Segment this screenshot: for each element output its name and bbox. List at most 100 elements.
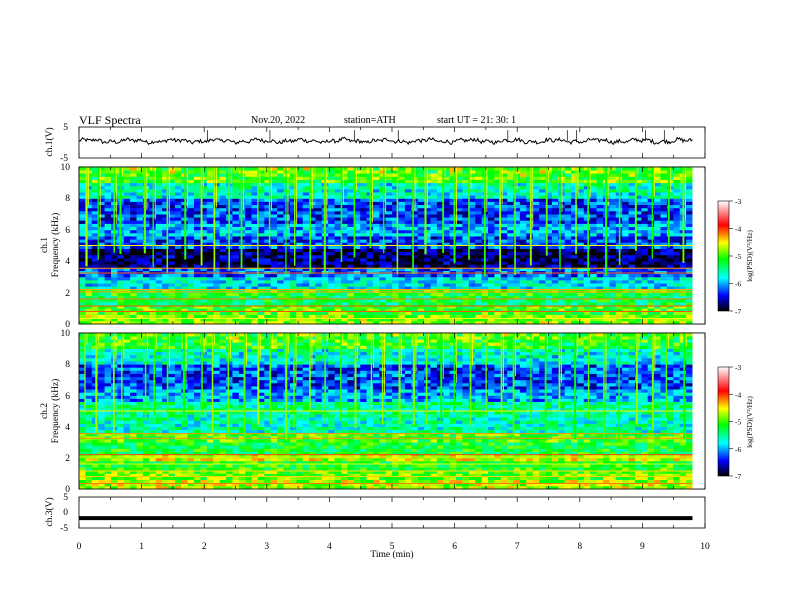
spectrogram-cell — [328, 273, 335, 278]
spectrogram-cell — [673, 283, 681, 287]
spectrogram-cell — [142, 270, 150, 275]
spectrogram-cell — [91, 195, 99, 199]
spectrogram-cell — [206, 298, 214, 303]
spectrogram-cell — [85, 276, 93, 281]
spectrogram-cell — [577, 223, 585, 227]
spectrogram-cell — [353, 308, 361, 312]
spectrogram-cell — [660, 179, 668, 184]
spectrogram-cell — [475, 302, 482, 306]
spectrogram-cell — [379, 251, 387, 256]
spectrogram-cell — [519, 317, 527, 322]
spectrogram-cell — [130, 245, 137, 249]
spectrogram-cell — [366, 283, 374, 287]
spectrogram-cell — [104, 242, 112, 246]
spectrogram-cell — [564, 204, 572, 209]
spectrogram-cell — [347, 226, 355, 231]
spectrogram-cell — [277, 276, 284, 281]
spectrogram-cell — [424, 264, 431, 268]
spectrogram-cell — [302, 292, 310, 297]
spectrogram-cell — [257, 298, 265, 303]
spectrogram-cell — [162, 201, 169, 205]
spectrogram-cell — [392, 242, 399, 246]
spectrogram-cell — [673, 320, 681, 325]
spectrogram-cell — [673, 176, 681, 180]
spectrogram-cell — [328, 198, 335, 202]
spectrogram-cell — [200, 192, 208, 196]
spectrogram-cell — [360, 283, 367, 287]
spectrogram-cell — [104, 295, 112, 300]
spectrogram-cell — [283, 239, 291, 243]
spectrogram-cell — [436, 220, 444, 224]
spectrogram-cell — [551, 242, 559, 246]
spectrogram-cell — [411, 211, 419, 215]
spectrogram-cell — [628, 264, 636, 268]
spectrogram-cell — [283, 189, 291, 193]
spectrogram-cell — [296, 226, 304, 231]
spectrogram-cell — [79, 226, 86, 231]
spectrogram-cell — [85, 280, 93, 284]
spectrogram-cell — [181, 273, 188, 278]
spectrogram-cell — [666, 302, 674, 306]
spectrogram-cell — [385, 189, 393, 193]
spectrogram-cell — [583, 176, 591, 180]
spectrogram-cell — [513, 204, 521, 209]
spectrogram-cell — [130, 258, 137, 262]
spectrogram-cell — [539, 276, 546, 281]
spectrogram-cell — [385, 308, 393, 312]
spectrogram-cell — [590, 211, 597, 215]
spectrogram-cell — [532, 283, 540, 287]
spectrogram-cell — [104, 320, 112, 325]
spectrogram-cell — [398, 317, 406, 322]
spectrogram-cell — [545, 207, 553, 212]
spectrogram-cell — [85, 229, 93, 234]
spectrogram-cell — [245, 185, 252, 190]
spectrogram-cell — [673, 311, 681, 315]
spectrogram-cell — [462, 167, 470, 171]
spectrogram-cell — [468, 314, 476, 319]
spectrogram-cell — [277, 217, 284, 221]
spectrogram-cell — [519, 286, 527, 290]
spectrogram-cell — [104, 289, 112, 293]
spectrogram-cell — [622, 226, 629, 231]
spectrogram-cell — [187, 245, 195, 249]
spectrogram-cell — [309, 207, 316, 212]
spectrogram-cell — [315, 239, 323, 243]
spectrogram-cell — [596, 201, 604, 205]
spectrogram-cell — [302, 248, 310, 253]
spectrogram-cell — [206, 254, 214, 259]
spectrogram-cell — [373, 170, 380, 174]
spectrogram-cell — [571, 170, 578, 174]
spectrogram-cell — [488, 236, 495, 240]
spectrogram-cell — [360, 217, 367, 221]
spectrogram-cell — [628, 248, 636, 253]
spectrogram-cell — [257, 314, 265, 319]
spectrogram-cell — [162, 286, 169, 290]
spectrogram-cell — [679, 311, 687, 315]
spectrogram-cell — [494, 173, 502, 177]
spectrogram-cell — [373, 311, 380, 315]
spectrogram-cell — [488, 283, 495, 287]
spectrogram-cell — [468, 302, 476, 306]
spectrogram-cell — [679, 286, 687, 290]
spectrogram-cell — [500, 270, 508, 275]
spectrogram-cell — [117, 292, 125, 297]
spectrogram-cell — [417, 270, 425, 275]
spectrogram-cell — [654, 236, 661, 240]
spectrogram-cell — [277, 179, 284, 184]
spectrogram-cell — [366, 308, 374, 312]
spectrogram-cell — [513, 211, 521, 215]
spectrogram-cell — [174, 198, 182, 202]
spectrogram-cell — [309, 267, 316, 271]
spectrogram-cell — [666, 251, 674, 256]
spectrogram-cell — [539, 261, 546, 265]
spectrogram-cell — [347, 261, 355, 265]
spectrogram-cell — [360, 198, 367, 202]
spectrogram-cell — [136, 167, 144, 171]
spectrogram-cell — [615, 289, 623, 293]
spectrogram-cell — [417, 245, 425, 249]
spectrogram-cell — [532, 280, 540, 284]
spectrogram-cell — [296, 204, 304, 209]
spectrogram-cell — [526, 201, 534, 205]
spectrogram-cell — [264, 198, 272, 202]
spectrogram-cell — [142, 220, 150, 224]
